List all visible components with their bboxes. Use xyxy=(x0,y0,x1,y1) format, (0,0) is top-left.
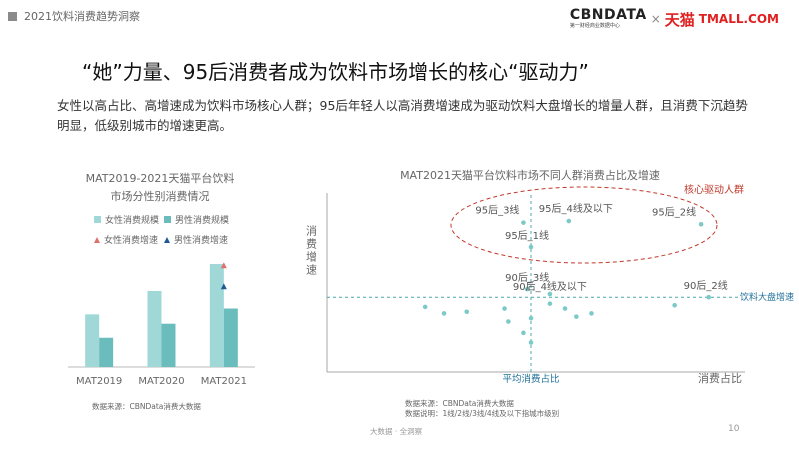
scatter-point-label-1: 95后_3线 xyxy=(475,204,519,217)
female-bar-mat2021 xyxy=(209,264,224,367)
x-tick-label-mat2021: MAT2021 xyxy=(201,376,247,387)
scatter-point-8 xyxy=(422,304,428,310)
scatter-point-label-4: 95后_1线 xyxy=(505,229,549,242)
legend-female-scale: 女性消费规模 xyxy=(94,213,159,226)
scatter-point-20 xyxy=(672,303,677,308)
scatter-point-11 xyxy=(502,306,507,311)
left-chart-title: MAT2019-2021天猫平台饮料 市场分性别消费情况 xyxy=(80,170,240,206)
male-bar-mat2021 xyxy=(223,308,238,367)
male-growth-triangle-icon xyxy=(164,236,170,243)
female-growth-triangle-icon xyxy=(94,236,100,243)
highlight-label: 核心驱动人群 xyxy=(684,183,744,196)
page-description: 女性以高占比、高增速成为饮料市场核心人群；95后年轻人以高消费增速成为驱动饮料大… xyxy=(57,98,748,133)
logo: CBNDATA 第一财经商业数据中心 × 天猫 TMALL.COM xyxy=(570,8,779,30)
footer-brand: 大数据 · 全洞察 xyxy=(370,427,423,436)
left-chart-title-line1: MAT2019-2021天猫平台饮料 xyxy=(85,172,235,185)
legend-male-scale: 男性消费规模 xyxy=(164,213,229,226)
right-chart-source-line1: 数据来源：CBNData消费大数据 xyxy=(405,399,514,408)
scatter-point-label-3: 95后_2线 xyxy=(652,205,696,218)
avg-share-label: 平均消费占比 xyxy=(502,373,559,385)
scatter-point-5 xyxy=(524,286,530,292)
header-square-icon xyxy=(8,12,17,21)
scatter-point-label-6: 90后_4线及以下 xyxy=(513,280,587,293)
page-number: 10 xyxy=(728,424,740,434)
logo-separator: × xyxy=(650,12,661,26)
scatter-point-6 xyxy=(547,291,553,297)
scatter-point-15 xyxy=(528,340,534,345)
scatter-point-2 xyxy=(566,218,572,224)
female-bar-mat2020 xyxy=(147,290,162,367)
female-bar-mat2019 xyxy=(85,314,100,367)
male-growth-marker xyxy=(220,283,227,290)
legend-male-scale-label: 男性消费规模 xyxy=(175,216,230,226)
female-growth-marker xyxy=(220,262,227,269)
scatter-point-3 xyxy=(698,222,704,227)
scatter-point-4 xyxy=(528,244,534,250)
cbndata-logo: CBNDATA 第一财经商业数据中心 xyxy=(570,8,647,30)
scatter-point-9 xyxy=(441,311,447,316)
male-bar-mat2019 xyxy=(99,337,114,367)
cbndata-logo-subtext: 第一财经商业数据中心 xyxy=(569,23,620,29)
legend-male-growth-label: 男性消费增速 xyxy=(174,236,229,246)
x-tick-label-mat2020: MAT2020 xyxy=(138,376,184,387)
scatter-point-16 xyxy=(547,301,553,306)
scatter-title: MAT2021天猫平台饮料市场不同人群消费占比及增速 xyxy=(400,168,660,182)
legend-male-growth: 男性消费增速 xyxy=(164,233,228,246)
scatter-point-12 xyxy=(506,319,511,324)
scatter-y-axis-label: 消费增速 xyxy=(305,224,318,277)
page-title: “她”力量、95后消费者成为饮料市场增长的核心“驱动力” xyxy=(82,60,589,84)
scatter-point-17 xyxy=(562,306,568,311)
scatter-point-label-7: 90后_2线 xyxy=(684,279,728,292)
tmall-logo-cn: 天猫 xyxy=(664,10,695,29)
section-title: 2021饮料消费趋势洞察 xyxy=(24,10,140,23)
x-tick-label-mat2019: MAT2019 xyxy=(76,376,122,387)
scatter-point-19 xyxy=(589,311,594,316)
right-chart-source-line2: 数据说明：1线/2线/3线/4线及以下指城市级别 xyxy=(405,409,560,418)
legend-female-scale-label: 女性消费规模 xyxy=(105,216,160,226)
scatter-x-axis-label: 消费占比 xyxy=(698,371,742,385)
legend-female-growth-label: 女性消费增速 xyxy=(104,236,159,246)
avg-growth-label: 饮料大盘增速 xyxy=(740,291,794,303)
highlight-ellipse xyxy=(450,186,718,264)
left-chart-source: 数据来源：CBNData消费大数据 xyxy=(92,402,201,411)
scatter-point-14 xyxy=(521,330,526,336)
scatter-point-7 xyxy=(706,294,711,300)
legend-female-growth: 女性消费增速 xyxy=(94,233,158,246)
scatter-point-18 xyxy=(574,314,579,319)
female-scale-swatch-icon xyxy=(94,216,101,223)
male-bar-mat2020 xyxy=(161,323,176,367)
male-scale-swatch-icon xyxy=(164,216,171,223)
tmall-logo-en: TMALL.COM xyxy=(698,12,779,26)
left-chart-title-line2: 市场分性别消费情况 xyxy=(110,190,210,203)
cbndata-logo-text: CBNDATA xyxy=(569,7,647,23)
scatter-point-label-2: 95后_4线及以下 xyxy=(539,202,613,215)
scatter-point-1 xyxy=(521,220,526,225)
scatter-point-label-5: 90后_3线 xyxy=(505,271,549,284)
scatter-point-10 xyxy=(464,309,470,315)
right-chart-source: 数据来源：CBNData消费大数据 数据说明：1线/2线/3线/4线及以下指城市… xyxy=(405,399,559,419)
scatter-point-13 xyxy=(528,315,534,321)
